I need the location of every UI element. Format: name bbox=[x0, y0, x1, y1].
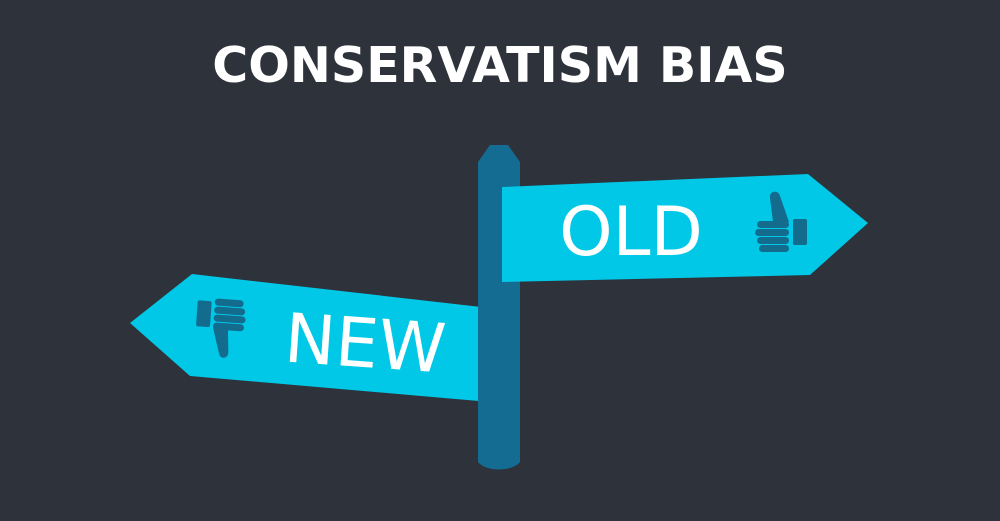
thumbs-up-icon bbox=[755, 191, 807, 252]
page-title: CONSERVATISM BIAS bbox=[212, 37, 788, 94]
sign-new: NEW bbox=[130, 274, 490, 402]
thumbs-down-icon bbox=[196, 298, 246, 358]
sign-new-board bbox=[130, 274, 490, 402]
sign-old: OLD bbox=[502, 174, 868, 282]
sign-old-label: OLD bbox=[559, 193, 703, 272]
sign-new-label: NEW bbox=[282, 299, 448, 389]
